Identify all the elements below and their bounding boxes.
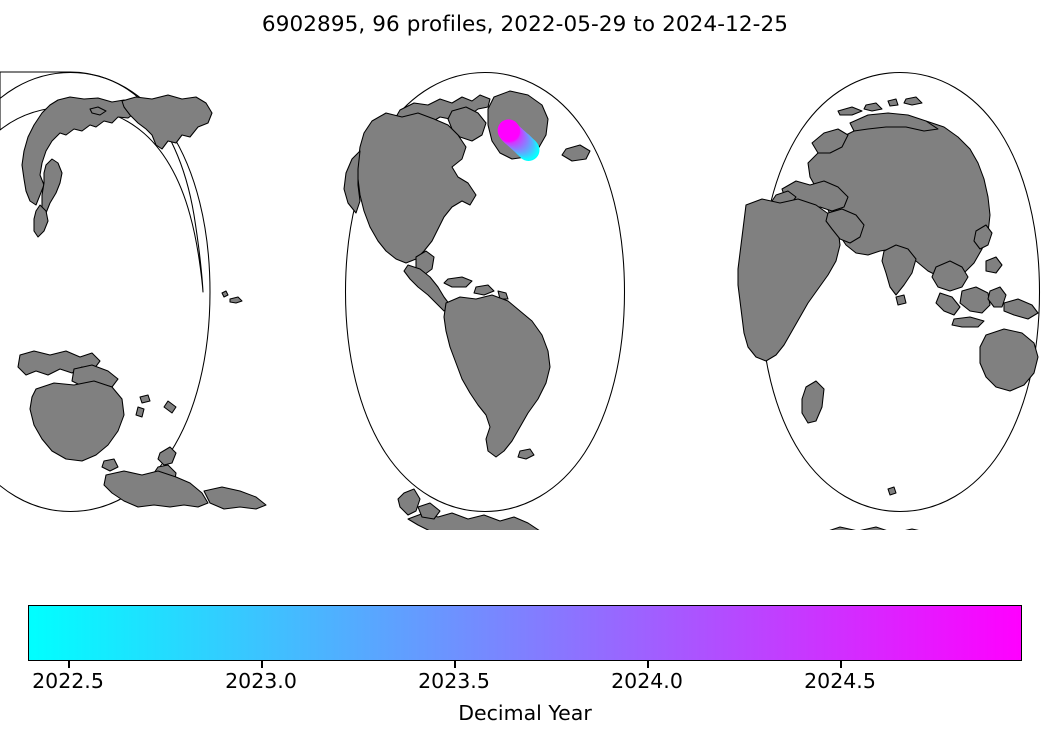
colorbar[interactable] <box>28 605 1022 661</box>
profile-point-group <box>497 119 540 161</box>
colorbar-tick-2024.0 <box>647 661 649 668</box>
land-new-zealand-n <box>157 446 177 466</box>
land-madagascar <box>801 380 825 424</box>
land-baffin-island <box>447 106 487 142</box>
colorbar-ticklabel-2022.5: 2022.5 <box>32 669 104 693</box>
colorbar-ticklabel-2024.5: 2024.5 <box>804 669 876 693</box>
land-tasmania <box>101 458 119 472</box>
land-fiji-islands <box>139 394 151 404</box>
lobe-outline-eurasia <box>759 71 1041 513</box>
land-philippines <box>985 256 1003 274</box>
land-siberia-north <box>849 112 939 132</box>
land-borneo <box>959 286 991 314</box>
land-novaya-zemlya <box>863 102 883 112</box>
colorbar-axis-label: Decimal Year <box>458 701 592 725</box>
colorbar-gradient <box>29 606 1021 660</box>
land-antarctica-center <box>407 512 540 530</box>
land-north-america-west <box>343 150 361 214</box>
colorbar-ticklabel-2023.0: 2023.0 <box>225 669 297 693</box>
land-sumatra <box>935 292 961 316</box>
land-iceland <box>561 144 591 162</box>
profile-points-svg <box>497 119 540 161</box>
land-antarctica-right <box>829 526 919 530</box>
lobe-outline-pacific-full <box>0 71 211 513</box>
land-antarctic-peninsula-2 <box>417 502 441 520</box>
colorbar-tick-2023.0 <box>261 661 263 668</box>
land-red-sea-arabia <box>825 208 865 244</box>
land-arctic-dot-2 <box>903 96 923 106</box>
land-scandinavia <box>811 128 849 154</box>
world-map-svg <box>0 71 1041 530</box>
profile-scatter-layer[interactable] <box>0 55 1050 530</box>
colorbar-tick-labels: 2022.5 2023.0 2023.5 2024.0 2024.5 <box>0 668 1050 698</box>
land-cuba <box>443 276 473 288</box>
land-kamchatka <box>41 158 63 214</box>
land-india <box>881 244 917 296</box>
land-hawaii <box>221 290 229 298</box>
land-south-america <box>443 294 551 458</box>
land-aleutians <box>89 106 107 116</box>
land-australia-right <box>979 328 1039 392</box>
land-arctic-dot-1 <box>887 98 899 107</box>
map-lobe-pacific <box>0 71 267 513</box>
land-sulawesi <box>987 286 1007 308</box>
land-australia <box>29 380 125 462</box>
land-falklands <box>517 448 535 460</box>
land-north-america <box>357 112 477 264</box>
colorbar-ticklabel-2024.0: 2024.0 <box>611 669 683 693</box>
land-lesser-antilles <box>497 290 509 300</box>
land-antarctica-left-2 <box>203 486 267 510</box>
land-alaska <box>121 94 213 150</box>
land-antarctica-left <box>103 470 209 508</box>
land-africa <box>737 198 841 362</box>
profile-point[interactable] <box>497 119 520 142</box>
figure-title: 6902895, 96 profiles, 2022-05-29 to 2024… <box>261 12 789 37</box>
land-sri-lanka <box>895 294 907 306</box>
land-kuril-japan <box>33 204 49 238</box>
colorbar-tick-2022.5 <box>68 661 70 668</box>
land-new-guinea-right <box>1003 298 1039 320</box>
land-hispaniola <box>473 284 495 296</box>
colorbar-tick-2023.5 <box>454 661 456 668</box>
colorbar-tick-2024.5 <box>840 661 842 668</box>
land-antarctic-peninsula <box>397 488 421 516</box>
land-java <box>951 316 985 328</box>
colorbar-tick-marks <box>0 661 1050 671</box>
map-lobe-eurasia-africa <box>737 71 1041 530</box>
land-new-caledonia <box>163 400 177 414</box>
land-vanuatu <box>135 406 145 418</box>
land-kerguelen <box>887 486 897 496</box>
land-hawaii-2 <box>229 296 243 304</box>
land-arctic-islands-right <box>837 106 863 116</box>
map-axes[interactable] <box>0 55 1050 530</box>
land-sea-asia <box>931 260 969 292</box>
land-central-america <box>403 264 451 312</box>
land-japan-right <box>973 224 993 250</box>
colorbar-ticklabel-2023.5: 2023.5 <box>418 669 490 693</box>
